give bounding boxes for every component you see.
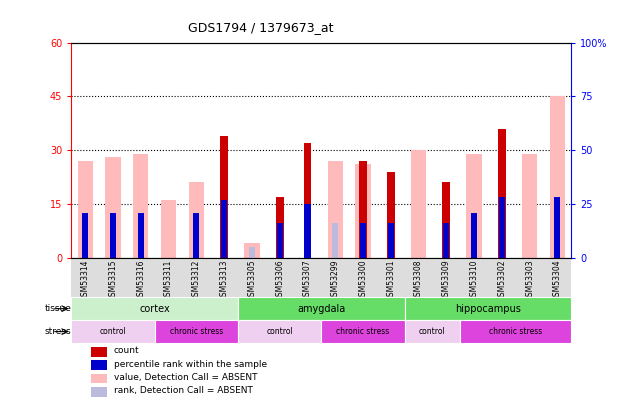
Text: GSM53314: GSM53314 [81, 260, 90, 301]
Bar [550, 96, 565, 258]
Text: rank, Detection Call = ABSENT: rank, Detection Call = ABSENT [114, 386, 253, 395]
Bar [238, 297, 405, 320]
Bar [443, 223, 450, 258]
Bar [411, 150, 426, 258]
Bar [91, 374, 107, 384]
Bar [71, 297, 238, 320]
Text: GSM53309: GSM53309 [442, 260, 451, 301]
Text: chronic stress: chronic stress [489, 327, 542, 336]
Text: GSM53306: GSM53306 [275, 260, 284, 301]
Bar [249, 247, 255, 258]
Bar [499, 198, 505, 258]
Bar [405, 297, 571, 320]
Text: chronic stress: chronic stress [337, 327, 389, 336]
Text: control: control [100, 327, 127, 336]
Bar [522, 154, 537, 258]
Bar [189, 182, 204, 258]
Bar [498, 129, 505, 258]
Text: GSM53315: GSM53315 [109, 260, 117, 301]
Bar [442, 182, 450, 258]
Bar [238, 320, 322, 343]
Text: GSM53302: GSM53302 [497, 260, 506, 301]
Text: GSM53313: GSM53313 [220, 260, 229, 301]
Bar [388, 223, 394, 258]
Text: amygdala: amygdala [297, 304, 345, 313]
Text: chronic stress: chronic stress [170, 327, 223, 336]
Bar [276, 197, 284, 258]
Text: GSM53308: GSM53308 [414, 260, 423, 301]
Bar [161, 200, 176, 258]
Bar [471, 213, 477, 258]
Text: percentile rank within the sample: percentile rank within the sample [114, 360, 267, 369]
Text: GSM53305: GSM53305 [247, 260, 256, 301]
Bar [155, 320, 238, 343]
Bar [328, 161, 343, 258]
Bar [193, 213, 199, 258]
Text: cortex: cortex [139, 304, 170, 313]
Text: GSM53310: GSM53310 [469, 260, 479, 301]
Bar [387, 172, 395, 258]
Bar [355, 164, 371, 258]
Bar [221, 200, 227, 258]
Text: GSM53307: GSM53307 [303, 260, 312, 301]
Bar [360, 223, 366, 258]
Bar [110, 213, 116, 258]
Bar [555, 198, 561, 258]
Text: GSM53303: GSM53303 [525, 260, 534, 301]
Bar [304, 204, 310, 258]
Bar [244, 243, 260, 258]
Bar [460, 320, 571, 343]
Bar [322, 320, 405, 343]
Bar [220, 136, 228, 258]
Text: GSM53311: GSM53311 [164, 260, 173, 301]
Bar [82, 213, 88, 258]
Text: control: control [419, 327, 446, 336]
Text: value, Detection Call = ABSENT: value, Detection Call = ABSENT [114, 373, 258, 382]
Bar [71, 320, 155, 343]
Bar [466, 154, 482, 258]
Text: GSM53299: GSM53299 [331, 260, 340, 301]
Bar [106, 157, 120, 258]
Text: count: count [114, 346, 140, 355]
Text: GSM53300: GSM53300 [358, 260, 368, 301]
Bar [134, 154, 148, 258]
Text: tissue: tissue [45, 304, 71, 313]
Bar [332, 223, 338, 258]
Text: GSM53316: GSM53316 [137, 260, 145, 301]
Bar [304, 143, 311, 258]
Text: hippocampus: hippocampus [455, 304, 521, 313]
Bar [91, 347, 107, 356]
Text: GSM53301: GSM53301 [386, 260, 396, 301]
Text: stress: stress [45, 327, 71, 336]
Text: control: control [266, 327, 293, 336]
Text: GSM53304: GSM53304 [553, 260, 562, 301]
Bar [91, 387, 107, 397]
Text: GSM53312: GSM53312 [192, 260, 201, 301]
Bar [78, 161, 93, 258]
Bar [405, 320, 460, 343]
Bar [276, 223, 283, 258]
Bar [138, 213, 144, 258]
Bar [359, 161, 367, 258]
Bar [91, 360, 107, 370]
Text: GDS1794 / 1379673_at: GDS1794 / 1379673_at [188, 21, 333, 34]
